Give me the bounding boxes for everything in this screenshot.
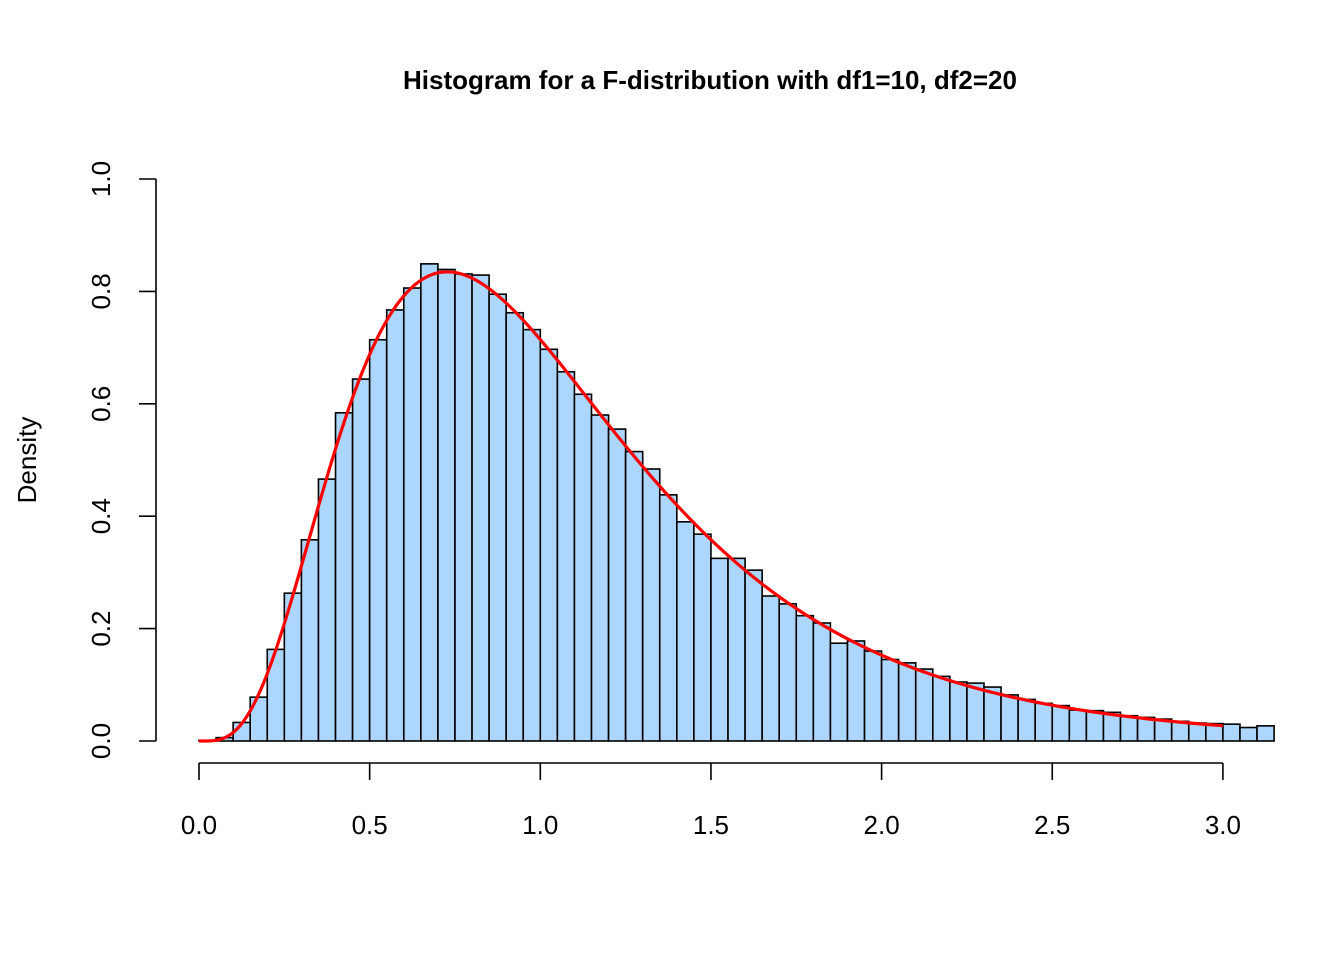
histogram-bar (966, 682, 985, 742)
histogram-bar (641, 468, 661, 742)
histogram-bar (812, 622, 832, 742)
histogram-bar (1256, 725, 1275, 742)
histogram-bar (402, 287, 422, 742)
x-tick-label: 1.5 (693, 810, 729, 840)
histogram-bar (368, 338, 388, 742)
histogram-bar (949, 681, 968, 742)
histogram-bar (710, 557, 729, 742)
histogram-bar (744, 569, 763, 742)
histogram-bar (471, 274, 490, 742)
histogram-bar (1068, 709, 1088, 742)
histogram-bar (1119, 714, 1139, 742)
x-tick-label: 3.0 (1205, 810, 1241, 840)
histogram-bar (1136, 716, 1156, 742)
histogram-bar (795, 614, 815, 742)
histogram-bar (1000, 694, 1019, 742)
chart-title: Histogram for a F-distribution with df1=… (403, 65, 1017, 95)
density-curve (199, 270, 1224, 743)
histogram-bar (505, 311, 525, 742)
histogram-bar (1034, 702, 1054, 742)
histogram-bar (539, 348, 559, 742)
histogram-bar (761, 595, 781, 742)
histogram-bar (607, 428, 627, 742)
histogram-bar (863, 650, 883, 742)
histogram-bar (676, 521, 695, 742)
y-tick-label: 0.4 (86, 498, 116, 534)
y-axis: 0.0 0.2 0.4 0.6 0.8 1.0 (86, 161, 157, 759)
histogram-bar (590, 414, 610, 742)
y-tick-label: 0.6 (86, 386, 116, 422)
histogram-bar (1051, 704, 1071, 742)
histogram-bar (658, 494, 678, 742)
histogram-bar (778, 603, 798, 742)
histogram-bar (573, 393, 593, 742)
y-tick-label: 0.8 (86, 273, 116, 309)
x-tick-label: 0.0 (181, 810, 217, 840)
x-tick-label: 1.0 (522, 810, 558, 840)
histogram-bar (454, 273, 473, 742)
histogram-bar (829, 642, 849, 742)
y-tick-label: 1.0 (86, 161, 116, 197)
y-axis-label: Density (12, 417, 42, 504)
histogram-bar (727, 557, 746, 742)
histogram-bar (351, 378, 371, 742)
histogram-bar (1239, 726, 1258, 742)
histogram-bar (556, 370, 576, 742)
histogram-bar (522, 328, 542, 742)
x-tick-label: 0.5 (352, 810, 388, 840)
histogram-bar (846, 640, 866, 742)
y-tick-label: 0.2 (86, 611, 116, 647)
x-tick-label: 2.5 (1034, 810, 1070, 840)
histogram-bar (1017, 698, 1036, 742)
histogram-bar (385, 309, 405, 742)
histogram-bars (198, 263, 1275, 742)
x-axis: 0.0 0.5 1.0 1.5 2.0 2.5 3.0 (181, 762, 1241, 840)
histogram-bar (300, 539, 320, 742)
y-tick-label: 0.0 (86, 723, 116, 759)
histogram-bar (420, 263, 439, 742)
histogram-bar (1222, 723, 1241, 742)
histogram-bar (931, 675, 951, 742)
histogram-bar (880, 658, 900, 742)
histogram-bar (1085, 709, 1105, 742)
histogram-bar (334, 411, 354, 742)
histogram-bar (488, 293, 507, 742)
x-tick-label: 2.0 (864, 810, 900, 840)
histogram-bar (693, 533, 712, 742)
histogram-bar (437, 268, 456, 742)
histogram-bar (624, 450, 644, 742)
histogram-bar (317, 478, 337, 742)
histogram-bar (914, 668, 934, 742)
histogram-bar (897, 662, 917, 742)
